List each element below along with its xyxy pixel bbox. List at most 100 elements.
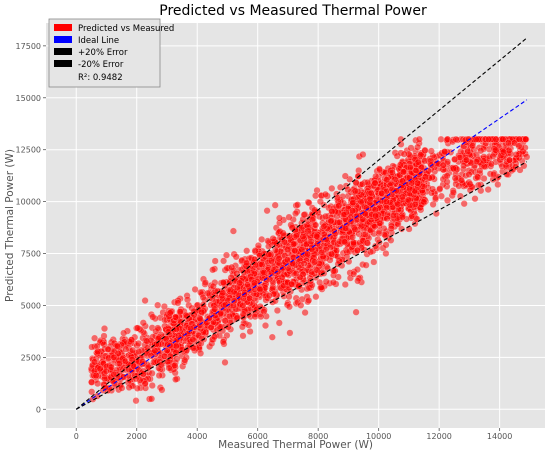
scatter-point (284, 264, 292, 272)
scatter-point (404, 196, 412, 204)
scatter-point (172, 342, 180, 350)
scatter-point (480, 157, 488, 165)
scatter-point (443, 178, 451, 186)
scatter-point (243, 247, 251, 255)
scatter-point (494, 181, 502, 188)
scatter-point (210, 333, 218, 341)
scatter-point (154, 324, 162, 332)
scatter-point (465, 170, 473, 178)
scatter-point (439, 161, 447, 169)
scatter-point (336, 183, 344, 191)
scatter-point (104, 345, 112, 353)
scatter-point (102, 367, 110, 375)
scatter-point (523, 153, 531, 161)
scatter-point (155, 372, 163, 379)
y-axis-ticks: 0 2500 5000 7500 10000 12500 15000 17500 (16, 42, 46, 414)
scatter-point (353, 246, 361, 254)
scatter-point (414, 179, 422, 187)
x-tick-label: 0 (74, 432, 79, 441)
scatter-point (340, 211, 348, 219)
scatter-point (500, 148, 508, 156)
scatter-point (148, 369, 156, 377)
scatter-point (162, 335, 170, 343)
scatter-point (287, 280, 295, 288)
y-tick-label: 10000 (16, 198, 41, 207)
scatter-point (485, 135, 492, 143)
scatter-point (436, 185, 444, 193)
scatter-point (252, 261, 260, 269)
y-tick-label: 7500 (21, 250, 41, 259)
scatter-point (265, 292, 273, 300)
x-tick-label: 8000 (308, 432, 328, 441)
scatter-point (258, 261, 266, 268)
scatter-point (398, 213, 406, 221)
scatter-point (388, 169, 396, 176)
scatter-point (166, 342, 174, 350)
scatter-point (372, 212, 380, 220)
scatter-point (292, 269, 300, 277)
scatter-point (489, 152, 497, 160)
scatter-point (260, 269, 268, 277)
scatter-point (382, 198, 390, 206)
y-tick-label: 17500 (16, 42, 41, 51)
scatter-point (450, 165, 458, 173)
scatter-point (227, 274, 235, 282)
scatter-point (305, 199, 313, 207)
scatter-point (174, 299, 182, 307)
scatter-point (236, 279, 244, 287)
scatter-point (341, 172, 349, 180)
legend-swatch (54, 36, 72, 43)
scatter-point (414, 143, 422, 151)
scatter-point (283, 256, 291, 264)
scatter-point (318, 248, 326, 256)
scatter-point (455, 182, 463, 190)
scatter-point (378, 189, 386, 197)
scatter-point (196, 315, 204, 323)
scatter-point (173, 355, 181, 363)
scatter-point (228, 263, 236, 271)
scatter-point (464, 147, 472, 155)
scatter-point (276, 214, 283, 222)
ideal-line (75, 99, 528, 410)
scatter-point (286, 329, 294, 337)
scatter-point (381, 231, 388, 239)
scatter-point (444, 196, 451, 204)
scatter-point (297, 301, 305, 309)
scatter-point (322, 212, 329, 220)
scatter-point (476, 167, 484, 175)
scatter-point (130, 362, 138, 370)
scatter-point (458, 176, 465, 184)
scatter-point (284, 246, 292, 253)
scatter-point (258, 235, 266, 243)
x-axis-label: Measured Thermal Power (W) (218, 439, 373, 451)
scatter-point (367, 189, 375, 197)
scatter-point (316, 198, 324, 206)
scatter-point (216, 323, 224, 331)
y-tick-label: 5000 (21, 301, 41, 310)
scatter-point (128, 336, 136, 344)
scatter-point (226, 313, 233, 320)
legend-swatch (54, 60, 72, 67)
scatter-point (145, 363, 152, 371)
scatter-point (311, 258, 319, 266)
scatter-point (398, 225, 406, 233)
scatter-point (172, 313, 180, 321)
scatter-point (88, 388, 96, 396)
scatter-point (132, 397, 140, 405)
scatter-point (221, 358, 229, 366)
scatter-point (223, 251, 230, 259)
scatter-point (221, 317, 229, 325)
scatter-point (242, 259, 250, 267)
scatter-point (512, 151, 520, 159)
scatter-point (194, 301, 202, 309)
scatter-point (351, 225, 359, 233)
scatter-point (151, 347, 159, 355)
scatter-point (313, 232, 321, 240)
scatter-point (327, 217, 335, 225)
y-tick-label: 12500 (16, 146, 41, 155)
scatter-point (322, 190, 329, 198)
scatter-point (250, 279, 258, 287)
scatter-points (87, 135, 531, 405)
scatter-point (198, 335, 206, 343)
y-tick-label: 15000 (16, 94, 41, 103)
